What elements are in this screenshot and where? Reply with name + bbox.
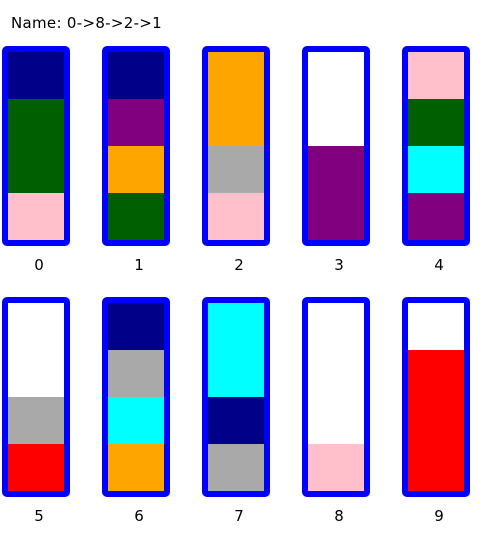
tube-8[interactable]: [302, 297, 370, 497]
tube-9-segment-0-red: [408, 444, 464, 491]
tube-label-6: 6: [134, 507, 144, 525]
tube-2-segment-0-pink: [208, 193, 264, 240]
name-label: Name:: [11, 14, 62, 32]
tube-7[interactable]: [202, 297, 270, 497]
tube-0[interactable]: [2, 46, 70, 246]
tube-1[interactable]: [102, 46, 170, 246]
tube-4-segment-1-cyan: [408, 146, 464, 193]
tube-label-4: 4: [434, 256, 444, 274]
tube-7-segment-1-navy: [208, 397, 264, 444]
tube-4-segment-2-green: [408, 99, 464, 146]
tube-5[interactable]: [2, 297, 70, 497]
tube-2-segment-3-orange: [208, 52, 264, 99]
tube-6-segment-0-orange: [108, 444, 164, 491]
tube-0-segment-1-green: [8, 146, 64, 193]
tube-label-5: 5: [34, 507, 44, 525]
tube-2[interactable]: [202, 46, 270, 246]
tube-0-segment-3-navy: [8, 52, 64, 99]
tube-6[interactable]: [102, 297, 170, 497]
move-sequence: 0->8->2->1: [66, 14, 163, 32]
tube-9-segment-2-red: [408, 350, 464, 397]
puzzle-title: Name: 0->8->2->1: [11, 14, 162, 32]
tube-label-3: 3: [334, 256, 344, 274]
tube-9[interactable]: [402, 297, 470, 497]
tube-4[interactable]: [402, 46, 470, 246]
tube-0-segment-0-pink: [8, 193, 64, 240]
tube-6-segment-1-cyan: [108, 397, 164, 444]
tube-2-segment-1-gray: [208, 146, 264, 193]
tube-3-segment-1-purple: [308, 146, 364, 193]
tube-7-segment-2-cyan: [208, 350, 264, 397]
tube-7-segment-3-cyan: [208, 303, 264, 350]
tube-5-segment-0-red: [8, 444, 64, 491]
tube-1-segment-2-purple: [108, 99, 164, 146]
tube-5-segment-1-gray: [8, 397, 64, 444]
tube-8-segment-0-pink: [308, 444, 364, 491]
tube-6-segment-3-navy: [108, 303, 164, 350]
tube-1-segment-1-orange: [108, 146, 164, 193]
tube-0-segment-2-green: [8, 99, 64, 146]
tube-label-9: 9: [434, 507, 444, 525]
tube-3[interactable]: [302, 46, 370, 246]
tube-label-7: 7: [234, 507, 244, 525]
tube-9-segment-1-red: [408, 397, 464, 444]
tube-label-8: 8: [334, 507, 344, 525]
tube-3-segment-0-purple: [308, 193, 364, 240]
tube-label-2: 2: [234, 256, 244, 274]
tube-6-segment-2-gray: [108, 350, 164, 397]
tube-label-0: 0: [34, 256, 44, 274]
tube-2-segment-2-orange: [208, 99, 264, 146]
tube-7-segment-0-gray: [208, 444, 264, 491]
tube-4-segment-3-pink: [408, 52, 464, 99]
tube-1-segment-0-green: [108, 193, 164, 240]
tube-label-1: 1: [134, 256, 144, 274]
tube-1-segment-3-navy: [108, 52, 164, 99]
tube-4-segment-0-purple: [408, 193, 464, 240]
